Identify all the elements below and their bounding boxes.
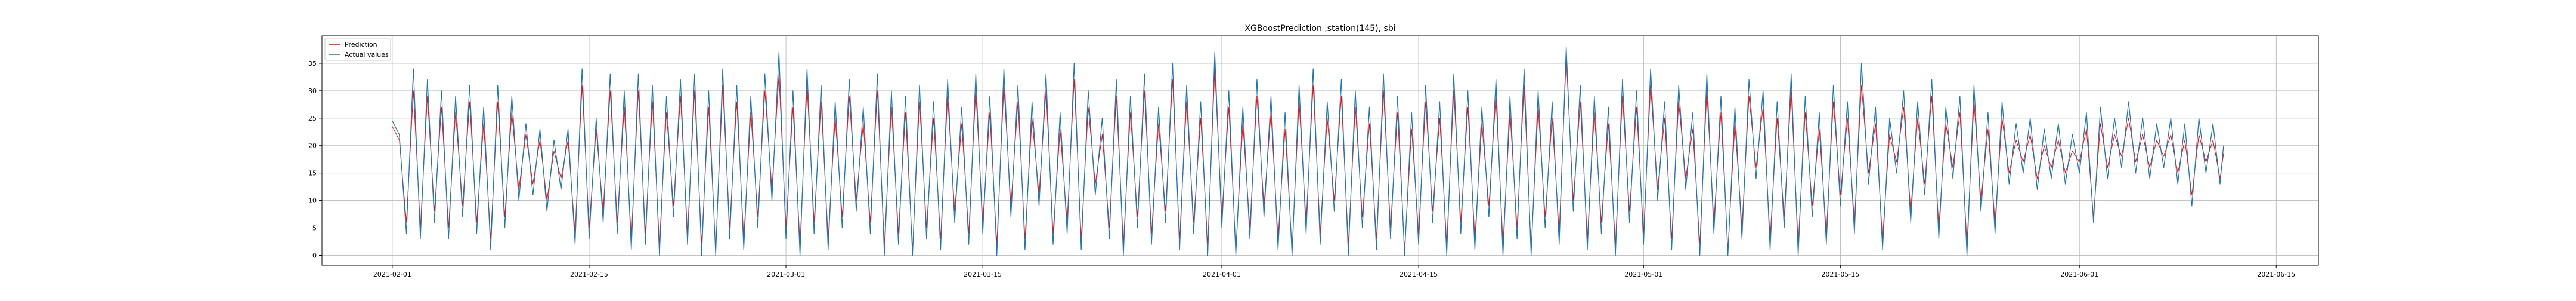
x-tick-label: 2021-03-01 [767, 271, 805, 278]
y-tick-label: 10 [308, 197, 317, 205]
y-tick-label: 35 [308, 60, 317, 67]
x-tick-label: 2021-02-01 [373, 271, 411, 278]
x-tick-label: 2021-04-01 [1203, 271, 1241, 278]
y-tick-label: 5 [312, 225, 317, 232]
series-line-actual-values [392, 46, 2224, 256]
y-tick-label: 20 [308, 142, 317, 150]
x-tick-label: 2021-02-15 [570, 271, 608, 278]
x-tick-label: 2021-06-15 [2257, 271, 2295, 278]
legend: Prediction Actual values [324, 38, 391, 61]
y-axis: 0 5 10 15 20 25 30 35 [308, 60, 322, 259]
x-tick-label: 2021-06-01 [2060, 271, 2098, 278]
legend-label-actual: Actual values [345, 51, 389, 59]
legend-label-prediction: Prediction [345, 41, 377, 48]
y-tick-label: 15 [308, 170, 317, 177]
chart-title: XGBoostPrediction ,station(145), sbi [1244, 24, 1395, 33]
x-axis: 2021-02-01 2021-02-15 2021-03-01 2021-03-15… [373, 265, 2295, 278]
x-tick-label: 2021-05-01 [1624, 271, 1662, 278]
x-tick-label: 2021-03-15 [964, 271, 1002, 278]
legend-frame [324, 38, 391, 61]
x-tick-label: 2021-05-15 [1821, 271, 1859, 278]
y-tick-label: 25 [308, 115, 317, 122]
series-layer [392, 46, 2224, 256]
y-tick-label: 30 [308, 87, 317, 95]
x-tick-label: 2021-04-15 [1400, 271, 1438, 278]
y-tick-label: 0 [312, 251, 317, 259]
axes-frame [321, 35, 2319, 266]
